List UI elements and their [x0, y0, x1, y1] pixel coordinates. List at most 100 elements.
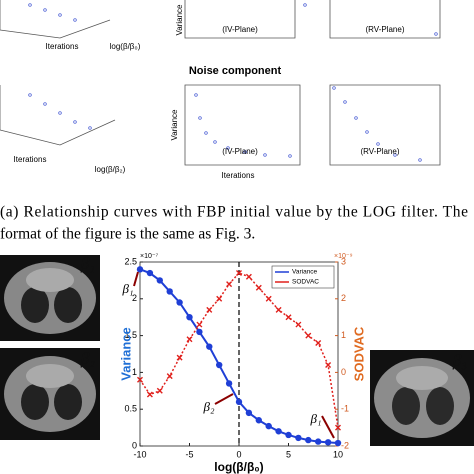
y2-axis-title: SODVAC — [351, 326, 366, 381]
annotation: β₁ — [310, 411, 322, 426]
legend-label: Variance — [292, 269, 318, 276]
point — [235, 398, 243, 406]
plot-frame — [184, 84, 301, 166]
point — [245, 409, 253, 417]
y2-tick-label: 1 — [341, 330, 346, 340]
point — [275, 306, 282, 313]
point — [315, 339, 322, 346]
point — [216, 295, 223, 302]
point — [156, 387, 163, 394]
point — [206, 306, 213, 313]
point — [186, 336, 193, 343]
y2-tick-label: 0 — [341, 367, 346, 377]
annotation: β₂ — [203, 399, 215, 414]
panel-label: Iterations — [14, 155, 47, 164]
point — [305, 332, 312, 339]
y-scale-label: ×10⁻⁷ — [140, 253, 159, 260]
image-label: β₁ — [80, 254, 95, 273]
point — [335, 424, 341, 431]
point — [265, 422, 272, 430]
point — [295, 434, 302, 442]
panel-label: log(β/β₀) — [110, 42, 141, 51]
point — [245, 273, 252, 280]
point — [166, 373, 173, 380]
annotation-arrow — [321, 415, 335, 439]
y-tick-label: 1 — [132, 367, 137, 377]
y-tick-label: 2.5 — [124, 256, 137, 266]
point — [216, 361, 223, 369]
image-label: β₃ — [452, 351, 467, 370]
point — [186, 314, 193, 321]
point — [146, 269, 154, 277]
x-tick-label: -5 — [185, 449, 193, 459]
point — [206, 343, 213, 350]
x-axis-title: log(β/β₀) — [214, 460, 263, 474]
panel-label: Variance — [170, 109, 179, 141]
annotation: β₁ — [122, 281, 134, 296]
plot-frame — [329, 0, 441, 39]
caption-line: format of the figure is the same as Fig.… — [0, 226, 255, 243]
point — [255, 284, 262, 291]
panel-label: Noise component — [189, 65, 282, 77]
point — [315, 438, 322, 445]
point — [334, 439, 342, 447]
y-tick-label: 0.5 — [124, 404, 137, 414]
y2-tick-label: -2 — [341, 440, 349, 450]
panel-label: Iterations — [46, 42, 79, 51]
point — [285, 314, 292, 321]
point — [146, 391, 153, 398]
point — [225, 380, 233, 387]
decor-dots — [28, 3, 438, 162]
plot-3d-frame — [0, 0, 111, 39]
point — [305, 436, 312, 444]
y2-scale-label: ×10⁻⁹ — [334, 253, 353, 260]
x-tick-label: 0 — [236, 449, 241, 459]
y-axis-title: Variance — [118, 327, 133, 381]
panel-label: (IV-Plane) — [222, 25, 258, 34]
point — [196, 328, 203, 336]
panel-label: (IV-Plane) — [222, 147, 258, 156]
point — [226, 281, 233, 288]
plot-frame — [184, 0, 296, 39]
x-tick-label: -10 — [133, 449, 146, 459]
top-panel — [0, 0, 441, 166]
annotation-arrow — [133, 271, 139, 287]
point — [325, 362, 332, 369]
series-line — [139, 272, 339, 428]
y-tick-label: 1.5 — [124, 330, 137, 340]
y2-tick-label: 2 — [341, 293, 346, 303]
point — [236, 270, 242, 277]
point — [166, 288, 173, 295]
y-tick-label: 0 — [132, 440, 137, 450]
y2-tick-label: 3 — [341, 256, 346, 266]
y-tick-label: 2 — [132, 293, 137, 303]
point — [176, 354, 183, 361]
point — [176, 299, 183, 306]
x-tick-label: 10 — [333, 449, 343, 459]
point — [265, 295, 272, 302]
panel-label: Iterations — [222, 171, 255, 180]
annotation-arrow — [214, 393, 234, 405]
plot-frame — [329, 84, 441, 166]
plot-3d-frame — [0, 85, 116, 146]
point — [255, 417, 262, 424]
caption-line: (a) Relationship curves with FBP initial… — [0, 204, 468, 221]
x-tick-label: 5 — [286, 449, 291, 459]
ct-images — [0, 255, 474, 446]
panel-label: log(β/β₂) — [95, 165, 126, 174]
y2-tick-label: -1 — [341, 404, 349, 414]
panel-label: (RV-Plane) — [366, 25, 405, 34]
image-label: β₂ — [80, 349, 95, 368]
point — [136, 266, 144, 273]
point — [285, 431, 292, 439]
legend-label: SODVAC — [292, 279, 319, 286]
point — [324, 439, 332, 446]
point — [196, 321, 203, 328]
point — [156, 277, 163, 284]
panel-label: (RV-Plane) — [361, 147, 400, 156]
point — [295, 321, 302, 328]
point — [137, 376, 143, 383]
panel-label: Variance — [175, 4, 184, 36]
point — [275, 428, 282, 435]
